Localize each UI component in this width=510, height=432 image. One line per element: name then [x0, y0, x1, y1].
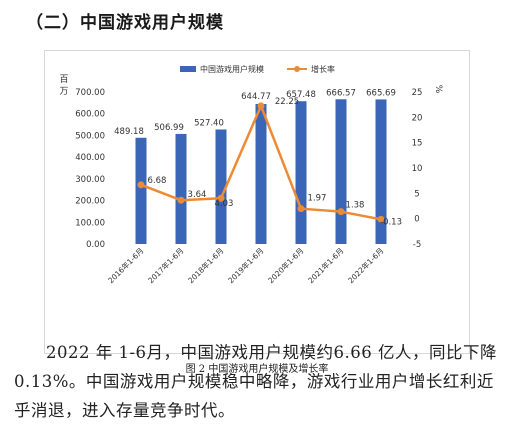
growth-rate-point: [137, 181, 145, 189]
bar-value-label: 527.40: [194, 118, 224, 128]
body-paragraph: 2022 年 1-6月，中国游戏用户规模约6.66 亿人，同比下降 0.13%。…: [14, 343, 498, 420]
growth-rate-label: 1.97: [308, 194, 327, 204]
y-right-tick-label: 20: [412, 113, 423, 123]
x-tick-label: 2016年1-6月: [106, 245, 146, 285]
chart-panel: 中国游戏用户规模 增长率百万% 0.00 100.00 200.00 300.00 400.…: [44, 50, 470, 375]
growth-rate-label: 4.03: [215, 199, 234, 209]
y-left-tick-label: 600.00: [75, 110, 105, 120]
y-left-tick-label: 200.00: [75, 197, 105, 207]
bar-value-label: 489.18: [114, 127, 144, 137]
y-right-unit-label: %: [433, 85, 443, 94]
bar: [335, 99, 347, 244]
x-tick-label: 2021年1-6月: [306, 245, 346, 285]
y-right-tick-label: -5: [413, 240, 421, 250]
growth-rate-label: 22.25: [275, 97, 299, 107]
bar-value-label: 666.57: [326, 88, 356, 98]
growth-rate-point: [217, 194, 225, 202]
y-right-tick-label: 15: [412, 139, 423, 149]
growth-rate-label: 6.68: [148, 176, 167, 186]
y-left-tick-label: 100.00: [75, 218, 105, 228]
x-tick-label: 2019年1-6月: [226, 245, 266, 285]
bar: [215, 129, 227, 244]
legend-bar-swatch: [180, 66, 196, 72]
section-heading: （二）中国游戏用户规模: [26, 13, 224, 33]
growth-rate-point: [377, 215, 385, 223]
bar-value-label: 665.69: [366, 88, 396, 98]
bar: [135, 137, 147, 244]
legend-line-label: 增长率: [311, 64, 335, 74]
chart-caption: 图 2 中国游戏用户规模及增长率: [185, 364, 329, 375]
y-left-tick-label: 0.00: [86, 240, 105, 250]
y-right-tick-label: 10: [412, 164, 423, 174]
growth-rate-label: 3.64: [188, 190, 207, 200]
bar-value-label: 657.48: [286, 90, 316, 100]
bar: [175, 133, 187, 244]
bar-value-label: 644.77: [241, 92, 271, 102]
growth-rate-label: 1.38: [346, 201, 365, 211]
y-left-tick-label: 700.00: [75, 88, 105, 98]
growth-rate-point: [297, 205, 305, 213]
x-tick-label: 2022年1-6月: [346, 245, 386, 285]
y-left-unit-label: 百: [59, 74, 68, 85]
bar: [295, 101, 307, 244]
y-left-unit-label: 万: [59, 87, 68, 97]
y-right-tick-label: 5: [414, 189, 419, 199]
x-tick-label: 2020年1-6月: [266, 245, 306, 285]
legend-line-marker: [294, 66, 300, 72]
growth-rate-point: [337, 208, 345, 216]
x-tick-label: 2017年1-6月: [146, 245, 186, 285]
growth-rate-label: -0.13: [380, 217, 402, 227]
y-right-tick-label: 25: [412, 88, 423, 98]
growth-rate-point: [177, 196, 185, 204]
y-left-tick-label: 400.00: [75, 153, 105, 163]
bar-value-label: 506.99: [154, 123, 184, 133]
y-left-tick-label: 300.00: [75, 175, 105, 185]
growth-rate-point: [257, 102, 265, 110]
bar: [255, 103, 267, 244]
bar: [375, 99, 387, 245]
x-tick-label: 2018年1-6月: [186, 245, 226, 285]
y-right-tick-label: 0: [414, 215, 419, 225]
y-left-tick-label: 500.00: [75, 131, 105, 141]
legend-bar-label: 中国游戏用户规模: [200, 64, 264, 74]
